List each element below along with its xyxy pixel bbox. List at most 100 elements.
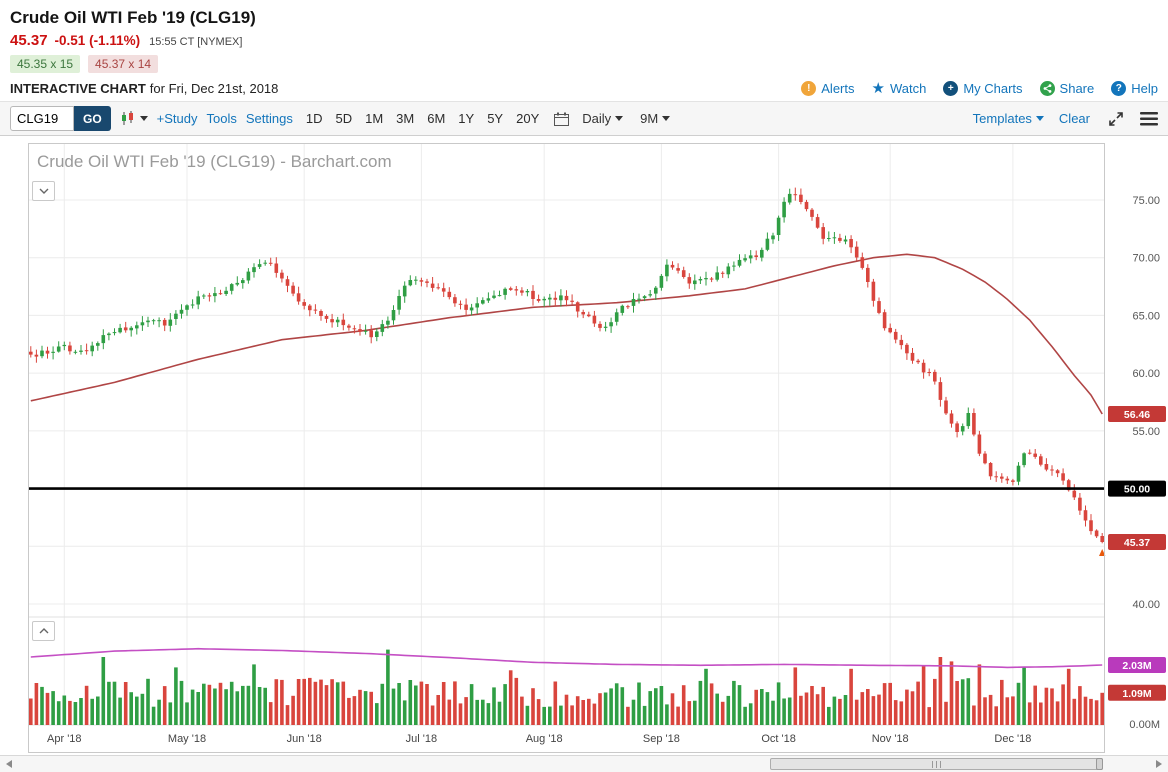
svg-text:75.00: 75.00 [1132,195,1160,207]
chart-menu-button[interactable] [1140,111,1158,126]
collapse-volume-pane-button[interactable] [32,621,55,641]
calendar-icon [554,112,570,126]
price-change: -0.51 (-1.11%) [54,33,141,48]
volume-axis-badge: 1.09M [1108,684,1166,701]
study-button[interactable]: +Study [156,111,198,126]
templates-dropdown[interactable]: Templates [973,111,1044,126]
section-date: for Fri, Dec 21st, 2018 [149,81,279,96]
symbol-input[interactable] [10,106,74,131]
svg-text:56.46: 56.46 [1124,409,1150,421]
svg-text:70.00: 70.00 [1132,253,1160,265]
ask-badge: 45.37 x 14 [88,55,159,73]
watch-link[interactable]: ★ Watch [872,81,927,96]
tools-button[interactable]: Tools [206,111,237,126]
volume-ma-line [30,647,1103,669]
settings-button[interactable]: Settings [245,111,293,126]
hamburger-icon [1140,111,1158,125]
last-candle-marker [1099,549,1106,556]
scrollbar-grip-icon [931,761,941,768]
templates-label: Templates [972,111,1032,126]
svg-text:65.00: 65.00 [1132,310,1160,322]
range-5y[interactable]: 5Y [487,111,504,126]
calendar-button[interactable] [554,112,570,126]
price-axis-badge: 45.37 [1108,534,1166,550]
range-1d[interactable]: 1D [305,111,323,126]
expand-chart-button[interactable] [1109,111,1123,126]
range-buttons: 1D 5D 1M 3M 6M 1Y 5Y 20Y [306,111,539,126]
frequency-value: Daily [582,111,612,126]
share-icon [1039,81,1055,96]
volume-bars [29,649,1104,725]
chevron-down-icon [615,116,624,121]
svg-text:Jun '18: Jun '18 [287,733,322,745]
svg-text:Apr '18: Apr '18 [47,733,82,745]
price-axis-badge: 56.46 [1108,406,1166,422]
chevron-up-icon [39,628,48,634]
range-1m[interactable]: 1M [365,111,384,126]
bid-ask-line: 45.35 x 15 45.37 x 14 [10,55,1168,73]
scrollbar-range-handle[interactable] [1096,758,1103,770]
chevron-down-icon [1035,116,1044,121]
chevron-down-icon [139,116,148,121]
my-charts-link[interactable]: + My Charts [943,81,1023,96]
range-6m[interactable]: 6M [427,111,446,126]
volume-axis-badge: 2.03M [1108,657,1166,673]
svg-text:60.00: 60.00 [1132,368,1160,380]
svg-text:1.09M: 1.09M [1122,688,1151,700]
help-label: Help [1131,81,1158,96]
svg-text:Oct '18: Oct '18 [761,733,796,745]
chart-watermark-title: Crude Oil WTI Feb '19 (CLG19) - Barchart… [37,152,392,171]
chart-type-dropdown[interactable] [120,111,148,126]
quote-line: 45.37 -0.51 (-1.11%) 15:55 CT [NYMEX] [10,32,1168,49]
symbol-go-button[interactable]: GO [74,106,111,131]
scroll-left-arrow-icon[interactable] [6,760,12,768]
svg-text:2.03M: 2.03M [1122,660,1151,672]
interactive-chart-bar: INTERACTIVE CHART for Fri, Dec 21st, 201… [10,81,1158,96]
instrument-title: Crude Oil WTI Feb '19 (CLG19) [10,8,256,27]
scroll-right-arrow-icon[interactable] [1156,760,1162,768]
last-price: 45.37 [10,32,48,49]
candlestick-type-icon [121,111,133,125]
share-link[interactable]: Share [1039,81,1094,96]
help-icon: ? [1111,81,1127,96]
alerts-link[interactable]: ! Alerts [801,81,855,96]
section-title: INTERACTIVE CHART [10,81,146,96]
chart-area: Apr '18 May '18 Jun '18 Jul '18 Aug '18 Sep '… [28,143,1168,755]
collapse-price-pane-button[interactable] [32,181,55,201]
expand-icon [1109,111,1123,126]
span-dropdown[interactable]: 9M [640,111,671,126]
header-links: ! Alerts ★ Watch + My Charts [801,81,1158,96]
watch-label: Watch [889,81,927,96]
my-charts-icon: + [943,81,959,96]
quote-header: Crude Oil WTI Feb '19 (CLG19) 45.37 -0.5… [0,0,1168,96]
quote-timestamp: 15:55 CT [NYMEX] [149,36,243,48]
bid-badge: 45.35 x 15 [10,55,81,73]
range-3m[interactable]: 3M [396,111,415,126]
span-value: 9M [640,111,659,126]
svg-text:Nov '18: Nov '18 [872,733,909,745]
alerts-label: Alerts [821,81,855,96]
range-1y[interactable]: 1Y [458,111,475,126]
svg-text:May '18: May '18 [168,733,206,745]
frequency-dropdown[interactable]: Daily [582,111,624,126]
chevron-down-icon [662,116,671,121]
svg-text:Dec '18: Dec '18 [994,733,1031,745]
price-axis-badge: 50.00 [1108,480,1166,497]
price-chart[interactable]: Apr '18 May '18 Jun '18 Jul '18 Aug '18 Sep '… [28,143,1168,755]
my-charts-label: My Charts [963,81,1023,96]
chart-horizontal-scrollbar[interactable] [0,755,1168,772]
candles [29,187,1104,544]
svg-text:55.00: 55.00 [1132,426,1160,438]
svg-text:40.00: 40.00 [1132,599,1160,611]
svg-text:50.00: 50.00 [1124,484,1150,496]
chart-toolbar: GO +Study Tools Settings 1D 5D 1M 3M 6M … [0,101,1168,136]
svg-text:Jul '18: Jul '18 [406,733,437,745]
range-20y[interactable]: 20Y [516,111,540,126]
clear-button[interactable]: Clear [1058,111,1090,126]
svg-text:Aug '18: Aug '18 [526,733,563,745]
scrollbar-thumb[interactable] [770,758,1103,770]
help-link[interactable]: ? Help [1111,81,1158,96]
range-5d[interactable]: 5D [335,111,353,126]
svg-text:Sep '18: Sep '18 [643,733,680,745]
